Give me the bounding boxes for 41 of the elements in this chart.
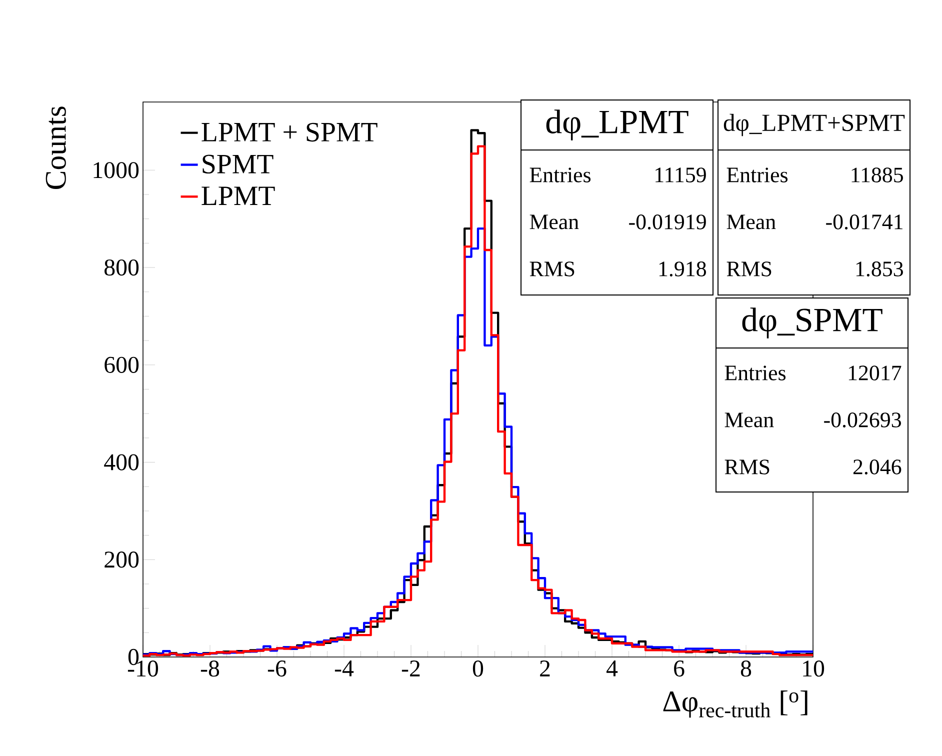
text: 12017 — [848, 366, 902, 380]
annotation: dφ_LPMT+SPMT — [724, 114, 905, 136]
annotation: Entries — [530, 168, 591, 182]
x-tick-label: -6 — [268, 660, 286, 677]
annotation: Mean — [726, 214, 776, 230]
y-tick-label: 400 — [104, 454, 139, 470]
annotation: Entries — [726, 168, 788, 182]
text: -0.02693 — [824, 412, 901, 428]
text: 2.046 — [853, 460, 902, 474]
annotation: Entries — [724, 366, 786, 380]
text: 1.853 — [856, 262, 903, 276]
x-tick-label: 10 — [803, 660, 824, 677]
x-axis-title: Δφ$_{rec-truth}$ [$^{o}$] — [663, 690, 808, 718]
y-axis-title: Counts — [46, 106, 66, 189]
text: -0.01741 — [826, 214, 902, 230]
x-tick-label: 4 — [606, 660, 618, 676]
x-tick-label: 6 — [674, 660, 684, 677]
legend-label: SPMT — [202, 154, 274, 174]
y-tick-label: 1000 — [94, 162, 139, 178]
x-tick-label: 2 — [540, 660, 550, 676]
annotation: RMS — [724, 460, 770, 474]
x-tick-label: 8 — [740, 660, 752, 677]
annotation: 1.918 — [659, 262, 706, 276]
x-tick-label: -8 — [200, 660, 220, 677]
text: 11885 — [852, 168, 903, 182]
annotation: dφ_SPMT — [742, 308, 882, 338]
annotation: Mean — [724, 412, 774, 428]
x-tick-label: 0 — [472, 660, 484, 677]
annotation: 11159 — [656, 168, 706, 182]
annotation: dφ_LPMT — [546, 110, 688, 140]
legend-label: LPMT + SPMT — [202, 122, 378, 142]
annotation: RMS — [530, 262, 574, 276]
x-tick-label: -2 — [402, 660, 420, 676]
y-tick-label: 800 — [104, 259, 139, 276]
annotation: -0.01919 — [629, 214, 706, 230]
x-tick-label: -4 — [334, 660, 354, 676]
y-tick-label: 200 — [104, 552, 139, 568]
annotation: Mean — [530, 214, 579, 230]
annotation: RMS — [726, 262, 772, 276]
legend-label: LPMT — [202, 186, 275, 205]
y-tick-label: 600 — [104, 356, 139, 373]
